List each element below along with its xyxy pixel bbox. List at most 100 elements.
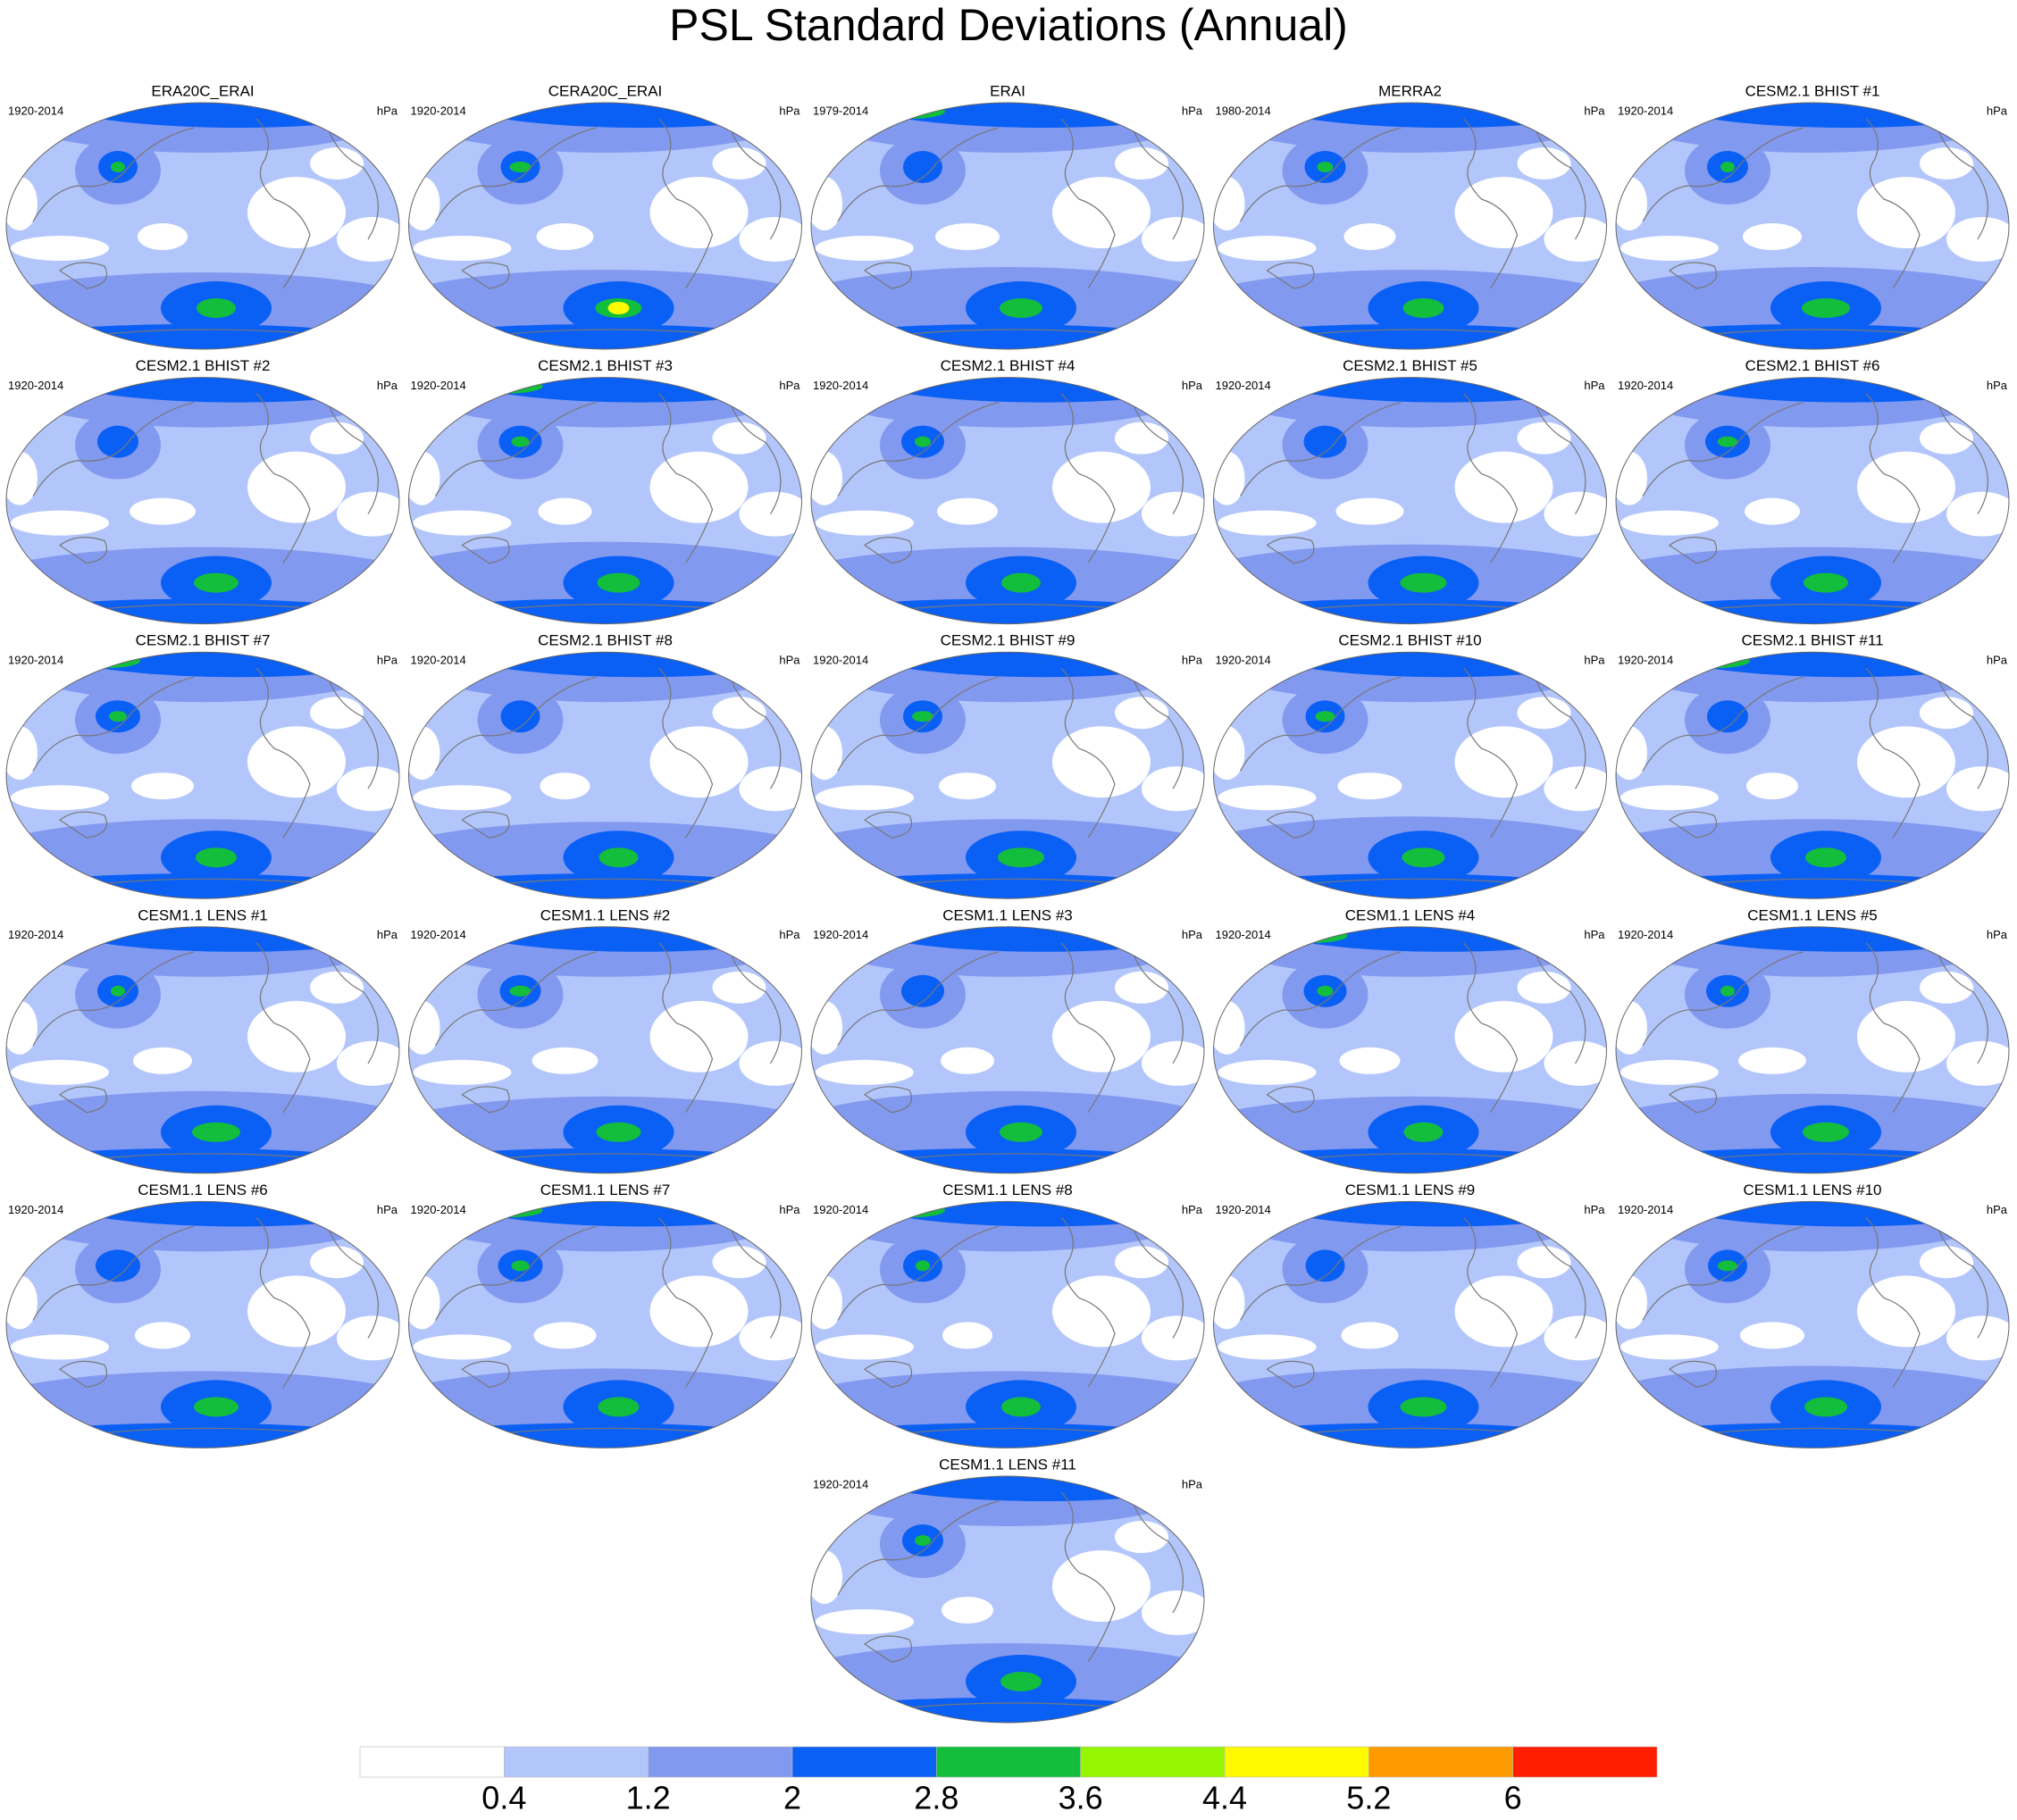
panel-period: 1920-2014 [1618,104,1673,117]
panel-period: 1920-2014 [8,1203,63,1216]
map-field [408,377,802,624]
panel-units: hPa [1182,654,1203,667]
map-field [408,652,802,899]
panel-title: ERAI [990,82,1025,99]
panel-title: CESM2.1 BHIST #1 [1745,82,1880,99]
colorbar-label: 0.4 [481,1780,526,1816]
panel-units: hPa [1182,104,1203,117]
map-outline [1615,926,2010,1174]
map-panel: CESM2.1 BHIST #8 1920-2014 hPa [408,632,802,899]
panel-period: 1920-2014 [1618,1203,1673,1216]
panel-units: hPa [377,1203,398,1216]
panel-period: 1920-2014 [8,928,63,941]
map-field [811,1201,1204,1448]
map-field [811,103,1204,349]
panel-units: hPa [779,928,800,941]
panel-title: CESM1.1 LENS #6 [138,1181,268,1198]
colorbar-label: 4.4 [1202,1780,1247,1816]
panel-period: 1920-2014 [813,654,868,667]
panel-title: CESM2.1 BHIST #4 [941,357,1075,374]
panel-title: MERRA2 [1378,82,1442,99]
map-panel: CESM2.1 BHIST #3 1920-2014 hPa [408,357,802,625]
colorbar-box [936,1746,1081,1778]
panel-period: 1920-2014 [1618,654,1673,667]
panel-units: hPa [1987,104,2008,117]
map-field [6,652,399,899]
map-field [6,103,399,349]
map-field [6,1201,399,1448]
map-outline [1615,102,2010,350]
map-outline [5,651,400,899]
map-panel: CERA20C_ERAI 1920-2014 hPa [408,82,802,350]
panel-period: 1920-2014 [1216,1203,1271,1216]
map-field [1213,652,1607,899]
map-panel: CESM1.1 LENS #5 1920-2014 hPa [1615,906,2010,1174]
panel-units: hPa [1584,928,1605,941]
panel-title: CESM1.1 LENS #11 [939,1456,1076,1473]
panel-title: CESM2.1 BHIST #3 [538,357,673,374]
panel-period: 1920-2014 [8,104,63,117]
map-outline [1213,102,1607,350]
map-panel: CESM2.1 BHIST #9 1920-2014 hPa [810,632,1205,899]
panel-units: hPa [1182,1203,1203,1216]
map-field [811,926,1204,1173]
panel-units: hPa [1987,379,2008,392]
map-outline [408,1200,802,1448]
panel-title: CESM2.1 BHIST #2 [136,357,271,374]
map-outline [1615,377,2010,625]
map-panel: CESM1.1 LENS #9 1920-2014 hPa [1213,1181,1607,1448]
panel-units: hPa [779,379,800,392]
panel-period: 1920-2014 [411,104,466,117]
panel-units: hPa [1987,654,2008,667]
map-field [408,103,802,349]
panel-period: 1920-2014 [1216,379,1271,392]
panel-units: hPa [779,654,800,667]
map-outline [408,377,802,625]
map-panel: CESM1.1 LENS #11 1920-2014 hPa [810,1456,1205,1724]
panel-period: 1920-2014 [411,1203,466,1216]
panel-units: hPa [779,1203,800,1216]
colorbar-box [359,1746,505,1778]
panel-units: hPa [1584,654,1605,667]
map-outline [5,102,400,350]
panel-units: hPa [1987,928,2008,941]
map-field [811,377,1204,624]
map-panel: CESM1.1 LENS #7 1920-2014 hPa [408,1181,802,1448]
map-outline [810,1200,1205,1448]
map-outline [408,926,802,1174]
panel-units: hPa [1987,1203,2008,1216]
panel-title: CESM2.1 BHIST #6 [1745,357,1880,374]
panel-title: CESM2.1 BHIST #5 [1343,357,1477,374]
map-field [1213,926,1607,1173]
map-field [1213,103,1607,349]
panel-title: CESM1.1 LENS #4 [1345,906,1476,923]
panel-units: hPa [1584,104,1605,117]
panel-units: hPa [377,928,398,941]
map-panel: CESM2.1 BHIST #7 1920-2014 hPa [5,632,400,899]
panel-units: hPa [1584,1203,1605,1216]
panel-units: hPa [1182,379,1203,392]
panel-period: 1920-2014 [813,928,868,941]
panel-units: hPa [779,104,800,117]
colorbar-box [1512,1746,1658,1778]
panel-title: ERA20C_ERAI [151,82,254,99]
map-panel: CESM1.1 LENS #10 1920-2014 hPa [1615,1181,2010,1448]
map-panel: MERRA2 1980-2014 hPa [1213,82,1607,350]
map-field [1213,1201,1607,1448]
panel-units: hPa [377,379,398,392]
map-field [6,926,399,1173]
map-panel: CESM1.1 LENS #2 1920-2014 hPa [408,906,802,1174]
panel-units: hPa [377,654,398,667]
panel-title: CESM1.1 LENS #5 [1747,906,1878,923]
colorbar-label: 5.2 [1346,1780,1391,1816]
panel-title: CESM1.1 LENS #8 [942,1181,1073,1198]
map-outline [810,1475,1205,1724]
colorbar-box [1080,1746,1226,1778]
map-panel: CESM1.1 LENS #6 1920-2014 hPa [5,1181,400,1448]
map-outline [1213,651,1607,899]
map-field [408,1201,802,1448]
panel-units: hPa [1584,379,1605,392]
panel-title: CESM2.1 BHIST #10 [1338,632,1481,649]
panel-title: CESM1.1 LENS #10 [1744,1181,1882,1198]
map-panel: CESM2.1 BHIST #6 1920-2014 hPa [1615,357,2010,625]
